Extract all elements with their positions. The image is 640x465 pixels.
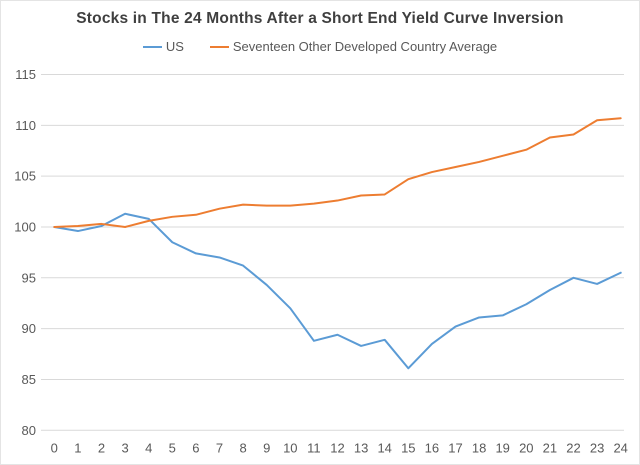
x-tick-label: 18: [472, 441, 486, 456]
y-tick-label: 100: [14, 219, 36, 234]
y-tick-label: 110: [15, 118, 36, 133]
y-tick-label: 85: [22, 372, 36, 387]
x-tick-label: 13: [354, 441, 368, 456]
x-tick-label: 3: [121, 441, 128, 456]
x-tick-label: 15: [401, 441, 415, 456]
x-tick-label: 21: [543, 441, 557, 456]
x-tick-label: 22: [566, 441, 580, 456]
x-tick-label: 4: [145, 441, 152, 456]
x-tick-label: 23: [590, 441, 604, 456]
x-tick-label: 24: [613, 441, 627, 456]
x-tick-label: 17: [448, 441, 462, 456]
series-line-seventeen-other-developed-country-average: [53, 117, 622, 228]
y-tick-label: 80: [22, 423, 36, 438]
chart-title: Stocks in The 24 Months After a Short En…: [76, 10, 564, 27]
legend-item-us: US: [142, 39, 184, 54]
x-tick-label: 0: [51, 441, 58, 456]
x-tick-label: 2: [98, 441, 105, 456]
y-tick-label: 95: [22, 270, 36, 285]
x-tick-label: 5: [169, 441, 176, 456]
x-tick-label: 16: [425, 441, 439, 456]
series-line-us: [53, 212, 622, 370]
y-tick-label: 105: [14, 169, 36, 184]
y-tick-label: 90: [22, 321, 36, 336]
x-tick-label: 9: [263, 441, 270, 456]
x-tick-label: 14: [377, 441, 391, 456]
x-tick-label: 12: [330, 441, 344, 456]
legend-label-us: US: [165, 39, 184, 54]
x-tick-label: 20: [519, 441, 533, 456]
legend-line-marker-us-icon: [142, 45, 162, 48]
legend-line-marker-other-developed-icon: [209, 45, 229, 48]
chart-legend: US Seventeen Other Developed Country Ave…: [1, 39, 639, 54]
x-tick-label: 6: [192, 441, 199, 456]
x-tick-label: 1: [74, 441, 81, 456]
x-tick-label: 11: [307, 441, 321, 456]
x-tick-label: 7: [216, 441, 223, 456]
legend-label-other-developed: Seventeen Other Developed Country Averag…: [232, 39, 498, 54]
x-tick-label: 8: [239, 441, 246, 456]
y-tick-label: 115: [15, 67, 36, 82]
legend-item-other-developed: Seventeen Other Developed Country Averag…: [209, 39, 498, 54]
x-tick-label: 10: [283, 441, 297, 456]
x-tick-label: 19: [495, 441, 509, 456]
